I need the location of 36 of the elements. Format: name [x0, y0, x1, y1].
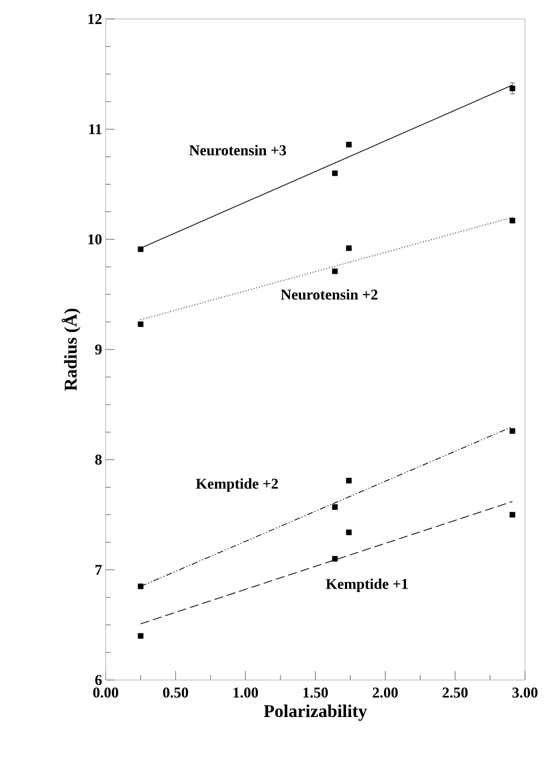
y-tick-label: 10: [88, 234, 102, 244]
x-tick-label: 1.50: [303, 688, 328, 698]
point: [346, 530, 352, 536]
x-tick-label: 0.00: [93, 688, 118, 698]
point: [332, 556, 338, 562]
point: [346, 142, 352, 148]
annotation: Neurotensin +2: [280, 289, 378, 300]
annotation: Kemptide +2: [196, 478, 278, 492]
point: [346, 478, 352, 484]
annotation: Kemptide +1: [326, 578, 408, 592]
point: [510, 512, 516, 518]
y-tick-label: 7: [96, 564, 102, 575]
point: [138, 246, 144, 252]
point: [332, 504, 338, 510]
y-tick-label: 11: [89, 124, 102, 134]
x-tick-label: 0.50: [163, 688, 188, 698]
x-tick-label: 2.00: [372, 688, 398, 698]
y-tick-label: 6: [95, 674, 102, 686]
x-tick-label: 1.00: [234, 688, 258, 698]
point: [510, 218, 516, 224]
x-axis-title: Polarizability: [264, 704, 367, 721]
point: [332, 268, 338, 274]
point: [510, 428, 516, 434]
point: [332, 170, 338, 176]
point: [138, 584, 144, 590]
point: [346, 245, 352, 251]
point: [510, 86, 516, 92]
annotation: Neurotensin +3: [189, 144, 286, 156]
x-tick-label: 3.00: [512, 688, 538, 698]
point: [138, 633, 144, 639]
x-tick-label: 2.50: [442, 688, 468, 698]
y-axis-title: Radius (Å): [62, 308, 80, 391]
y-tick-label: 12: [88, 14, 102, 24]
point: [138, 321, 144, 327]
y-tick-label: 8: [95, 454, 102, 465]
y-tick-label: 9: [95, 344, 102, 355]
